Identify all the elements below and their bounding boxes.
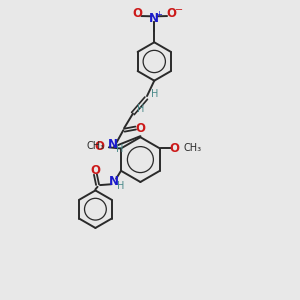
Text: O: O [90,164,100,177]
Text: N: N [149,12,159,25]
Text: O: O [135,122,145,134]
Text: H: H [137,104,145,114]
Text: +: + [155,10,162,19]
Text: H: H [151,89,158,99]
Text: −: − [175,5,183,15]
Text: O: O [170,142,180,155]
Text: O: O [95,140,105,153]
Text: H: H [117,181,124,191]
Text: O: O [166,7,176,20]
Text: H: H [116,144,123,154]
Text: CH₃: CH₃ [184,143,202,153]
Text: O: O [132,7,142,20]
Text: CH₃: CH₃ [86,141,104,151]
Text: N: N [108,138,118,151]
Text: N: N [109,175,118,188]
